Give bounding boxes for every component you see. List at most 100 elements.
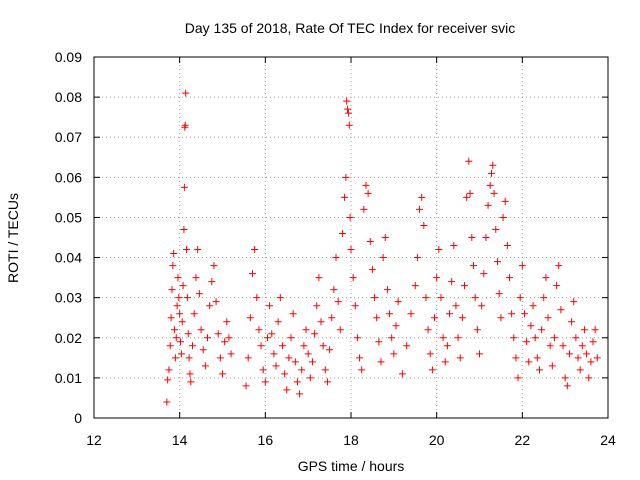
data-point <box>257 342 265 350</box>
data-point <box>525 358 533 366</box>
data-point <box>266 302 274 310</box>
data-point <box>435 246 443 254</box>
data-point <box>362 181 370 189</box>
data-point <box>492 225 500 233</box>
data-point <box>593 354 601 362</box>
data-point <box>555 262 563 270</box>
data-point <box>544 314 552 322</box>
data-point <box>535 366 543 374</box>
data-point <box>167 314 175 322</box>
x-tick-label: 14 <box>172 432 188 448</box>
data-point <box>403 342 411 350</box>
data-point <box>386 310 394 318</box>
data-point <box>561 374 569 382</box>
data-point <box>189 342 197 350</box>
data-point <box>441 358 449 366</box>
data-point <box>463 193 471 201</box>
data-point <box>214 330 222 338</box>
data-point <box>433 274 441 282</box>
data-point <box>175 294 183 302</box>
data-point <box>422 294 430 302</box>
data-point <box>583 350 591 358</box>
data-point <box>171 326 179 334</box>
data-point <box>413 254 421 262</box>
data-point <box>373 314 381 322</box>
data-point <box>330 286 338 294</box>
y-tick-label: 0.06 <box>55 169 82 185</box>
data-point <box>199 346 207 354</box>
chart-title: Day 135 of 2018, Rate Of TEC Index for r… <box>185 20 515 36</box>
grid-lines <box>94 57 608 418</box>
data-point <box>550 334 558 342</box>
data-point <box>349 274 357 282</box>
data-point <box>345 121 353 129</box>
data-point <box>278 342 286 350</box>
data-point <box>300 342 308 350</box>
data-point <box>505 274 513 282</box>
data-point <box>580 326 588 334</box>
data-point <box>219 370 226 378</box>
data-point <box>263 334 271 342</box>
data-point <box>450 242 458 250</box>
x-tick-labels: 12 14 16 18 20 22 24 <box>86 432 616 448</box>
data-point <box>527 322 535 330</box>
data-point <box>242 382 250 390</box>
data-points <box>163 89 601 406</box>
data-point <box>176 310 184 318</box>
data-point <box>478 302 486 310</box>
data-point <box>458 314 466 322</box>
data-point <box>448 278 456 286</box>
y-tick-label: 0.09 <box>55 49 82 65</box>
y-tick-label: 0.03 <box>55 290 82 306</box>
data-point <box>192 274 200 282</box>
data-point <box>514 374 522 382</box>
x-tick-label: 20 <box>429 432 445 448</box>
data-point <box>216 354 224 362</box>
data-point <box>173 302 181 310</box>
data-point <box>174 274 182 282</box>
y-tick-label: 0.04 <box>55 250 82 266</box>
data-point <box>201 362 209 370</box>
data-point <box>443 342 451 350</box>
data-point <box>171 354 179 362</box>
data-point <box>466 189 474 197</box>
data-point <box>346 213 354 221</box>
data-point <box>587 358 595 366</box>
data-point <box>420 221 428 229</box>
axis-ticks <box>93 56 609 419</box>
data-point <box>347 246 355 254</box>
data-point <box>553 282 561 290</box>
data-point <box>291 358 299 366</box>
data-point <box>177 338 185 346</box>
y-tick-label: 0.05 <box>55 209 82 225</box>
data-point <box>493 258 501 266</box>
data-point <box>304 350 312 358</box>
data-point <box>177 350 185 358</box>
data-point <box>272 362 280 370</box>
data-point <box>531 334 539 342</box>
data-point <box>281 370 289 378</box>
data-point <box>255 326 263 334</box>
data-point <box>572 334 580 342</box>
data-point <box>336 326 344 334</box>
data-point <box>311 330 319 338</box>
data-point <box>431 314 439 322</box>
data-point <box>516 294 524 302</box>
data-point <box>578 342 586 350</box>
y-tick-label: 0.07 <box>55 129 82 145</box>
data-point <box>540 294 548 302</box>
data-point <box>364 189 372 197</box>
y-tick-label: 0.01 <box>55 370 82 386</box>
data-point <box>253 294 261 302</box>
data-point <box>548 362 556 370</box>
data-point <box>529 302 537 310</box>
data-point <box>298 366 306 374</box>
data-point <box>317 318 325 326</box>
data-point <box>165 366 173 374</box>
data-point <box>187 378 195 386</box>
data-point <box>476 350 483 358</box>
data-point <box>482 234 490 241</box>
data-point <box>185 354 193 362</box>
data-point <box>172 334 180 342</box>
data-point <box>338 229 346 237</box>
